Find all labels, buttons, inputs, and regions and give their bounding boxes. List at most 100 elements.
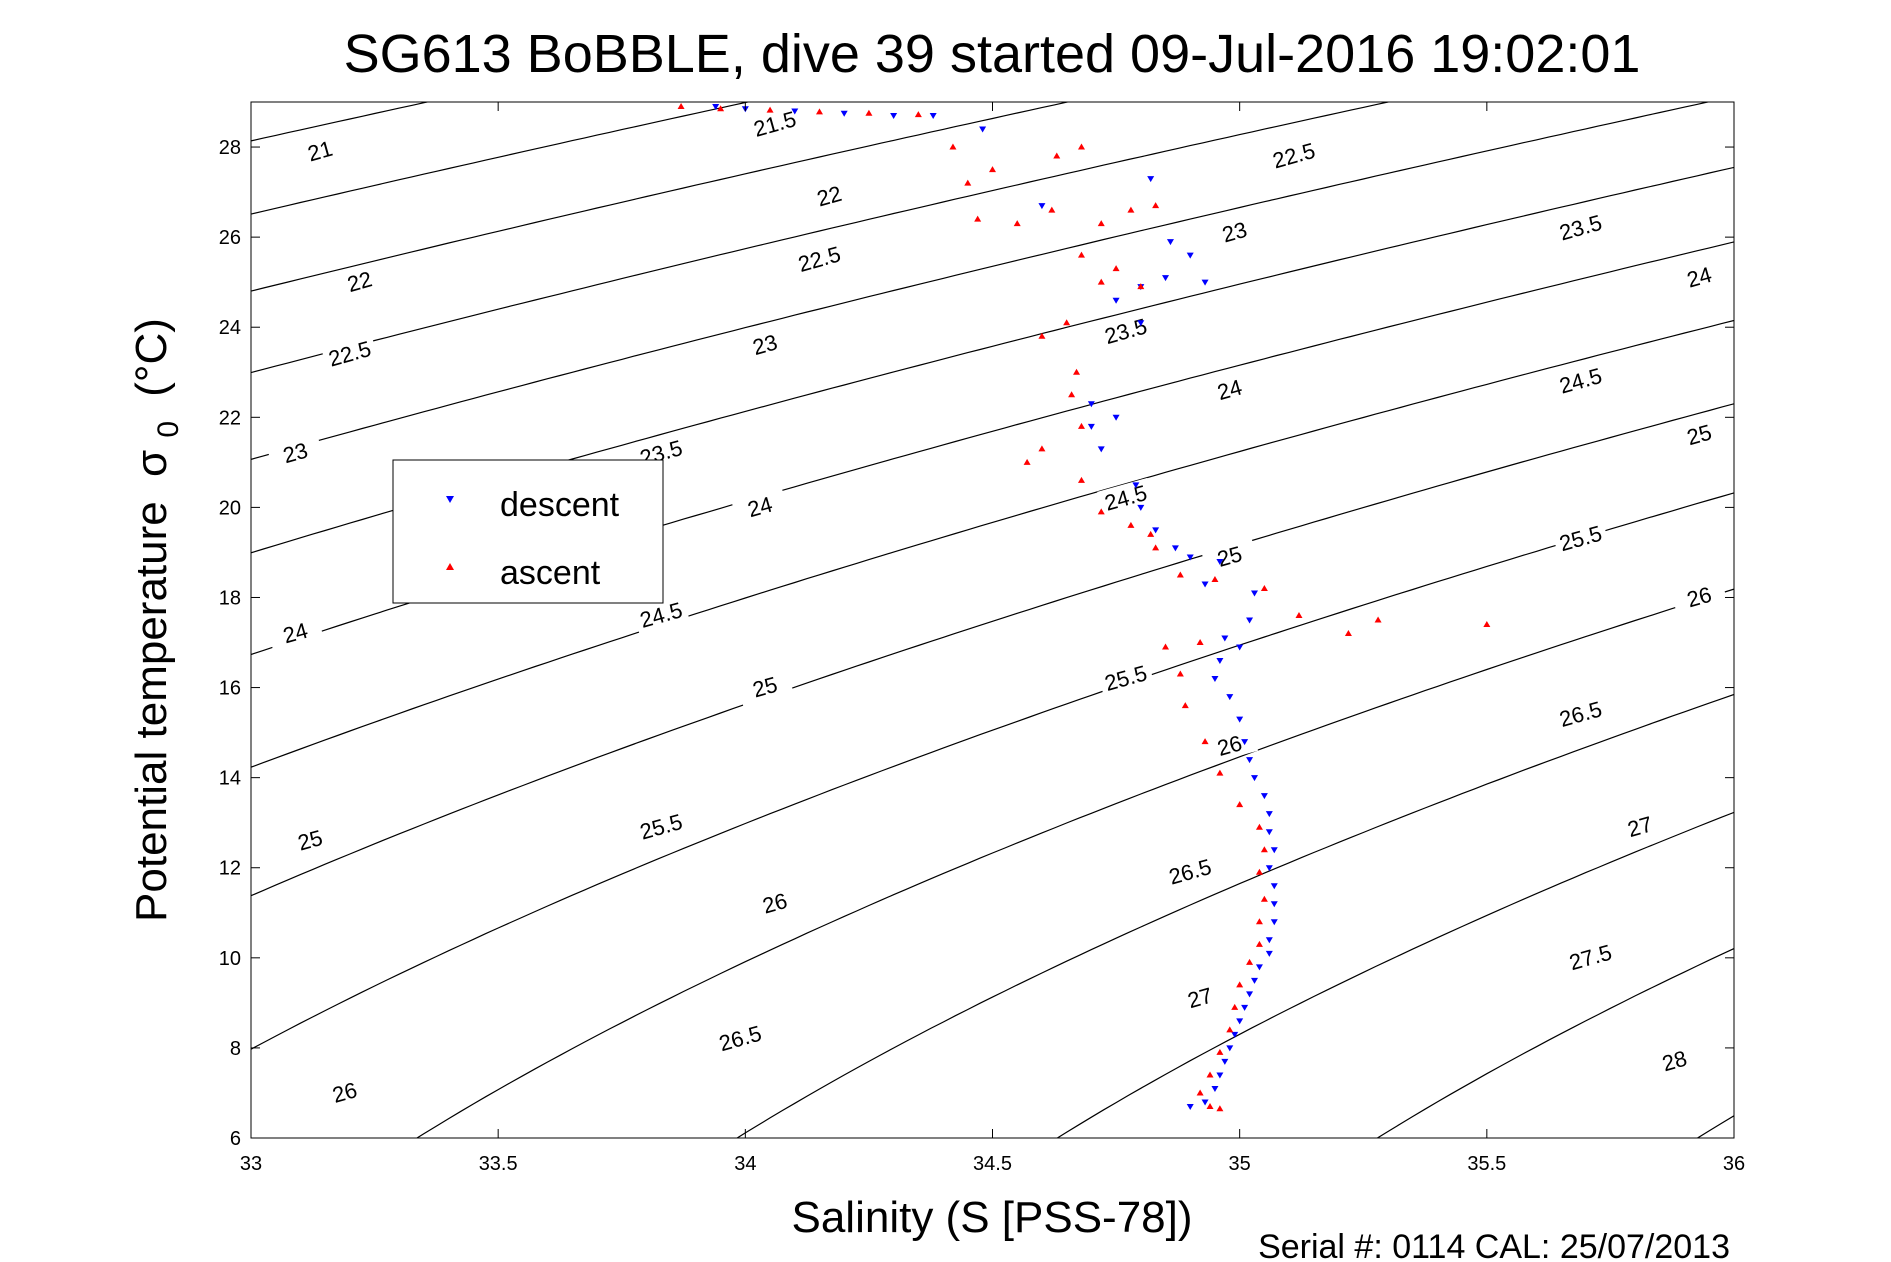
contour-label-background: [736, 324, 794, 364]
descent-point: [1270, 919, 1278, 926]
density-contour-line: [251, 102, 431, 142]
ascent-point: [1344, 630, 1352, 637]
contour-label-background: [711, 1018, 769, 1058]
y-axis-ticks: 6 8 10 12 14 16 18 20 22 24 26 28: [219, 137, 1734, 1150]
density-contour-line: [415, 588, 1734, 1138]
contour-label-background: [1670, 414, 1728, 454]
contour-label: 25.5: [1557, 521, 1605, 557]
ascent-point: [1226, 1026, 1234, 1033]
legend-descent-label: descent: [500, 486, 620, 524]
ascent-point: [1216, 1048, 1224, 1055]
density-contour-line: [251, 319, 1734, 768]
descent-point: [1221, 635, 1229, 642]
contour-label: 26.5: [1557, 696, 1605, 732]
ascent-point: [1097, 508, 1105, 515]
contour-label: 25.5: [637, 809, 685, 845]
contour-label-background: [281, 820, 339, 860]
ascent-point: [1295, 611, 1303, 618]
descent-point: [1162, 275, 1170, 282]
ascent-point: [1038, 445, 1046, 452]
contour-label: 22.5: [326, 336, 374, 372]
descent-point: [1226, 1045, 1234, 1052]
contour-label-background: [790, 239, 848, 279]
descent-point: [1132, 482, 1140, 489]
y-axis-label-text: Potential temperature: [127, 501, 176, 922]
contour-label-background: [1670, 576, 1728, 617]
descent-point: [1112, 297, 1120, 304]
contour-label: 22.5: [795, 241, 843, 277]
ascent-point: [1236, 981, 1244, 988]
y-tick-label: 24: [219, 317, 241, 339]
contour-label-background: [1551, 207, 1610, 247]
descent-point: [1186, 554, 1194, 561]
series-ascent: [677, 103, 1491, 1112]
ascent-point: [1206, 1102, 1214, 1109]
y-tick-label: 18: [219, 587, 241, 609]
descent-point: [1241, 1004, 1249, 1011]
ascent-point: [1162, 643, 1170, 650]
y-tick-label: 8: [230, 1038, 241, 1060]
descent-point: [890, 113, 898, 120]
ascent-point: [1038, 332, 1046, 339]
ascent-point: [1255, 918, 1263, 925]
density-contour-line: [251, 403, 1734, 897]
ascent-point: [1216, 769, 1224, 776]
ascent-point: [914, 111, 922, 118]
y-axis-label-symbol: σ: [127, 450, 176, 477]
ascent-point: [1152, 202, 1160, 209]
x-tick-label: 36: [1723, 1153, 1745, 1175]
descent-point: [1087, 401, 1095, 408]
descent-point: [1201, 279, 1209, 286]
ascent-point: [1147, 530, 1155, 537]
density-contour-line: [251, 102, 751, 215]
descent-point: [1260, 793, 1268, 800]
contour-label-background: [632, 806, 690, 846]
ascent-point: [1097, 220, 1105, 227]
ascent-point: [1196, 1089, 1204, 1096]
descent-point: [1265, 829, 1273, 836]
ascent-point: [1260, 895, 1268, 902]
ascent-point: [1260, 584, 1268, 591]
legend-ascent-label: ascent: [500, 554, 601, 592]
descent-point: [840, 110, 848, 117]
series-descent: [712, 104, 1278, 1110]
y-axis-label-subscript: 0: [152, 421, 185, 438]
ascent-point: [1127, 206, 1135, 213]
descent-point: [1221, 1058, 1229, 1065]
ascent-point: [1048, 206, 1056, 213]
ascent-point: [1216, 1105, 1224, 1112]
y-tick-label: 14: [219, 768, 241, 790]
ascent-point: [1255, 868, 1263, 875]
ascent-point: [1255, 940, 1263, 947]
contour-label-background: [321, 333, 379, 373]
ascent-point: [1127, 521, 1135, 528]
ascent-point: [1097, 278, 1105, 285]
contour-label-background: [1161, 851, 1219, 891]
descent-point: [1250, 775, 1258, 782]
ascent-point: [1077, 422, 1085, 429]
descent-point: [1152, 527, 1160, 534]
descent-point: [1171, 545, 1179, 552]
contour-label-background: [746, 104, 804, 144]
descent-point: [1216, 558, 1224, 565]
contour-label-background: [1551, 518, 1610, 558]
x-tick-label: 35: [1229, 1153, 1251, 1175]
descent-point: [1250, 977, 1258, 984]
descent-point: [1246, 991, 1254, 998]
descent-point: [1236, 716, 1244, 723]
x-tick-label: 34: [734, 1153, 756, 1175]
descent-point: [1216, 658, 1224, 665]
contour-label-background: [632, 595, 690, 635]
contour-label-background: [1561, 937, 1619, 977]
density-contour-line: [251, 102, 1391, 374]
contour-label-background: [731, 486, 789, 526]
contour-label: 23.5: [1557, 210, 1605, 246]
legend-ascent-marker: [446, 563, 454, 570]
descent-point: [791, 108, 799, 115]
contour-label-background: [1645, 1040, 1703, 1080]
x-tick-label: 35.5: [1467, 1153, 1506, 1175]
data-series: [677, 103, 1491, 1112]
descent-point: [712, 104, 720, 111]
descent-point: [1226, 694, 1234, 701]
